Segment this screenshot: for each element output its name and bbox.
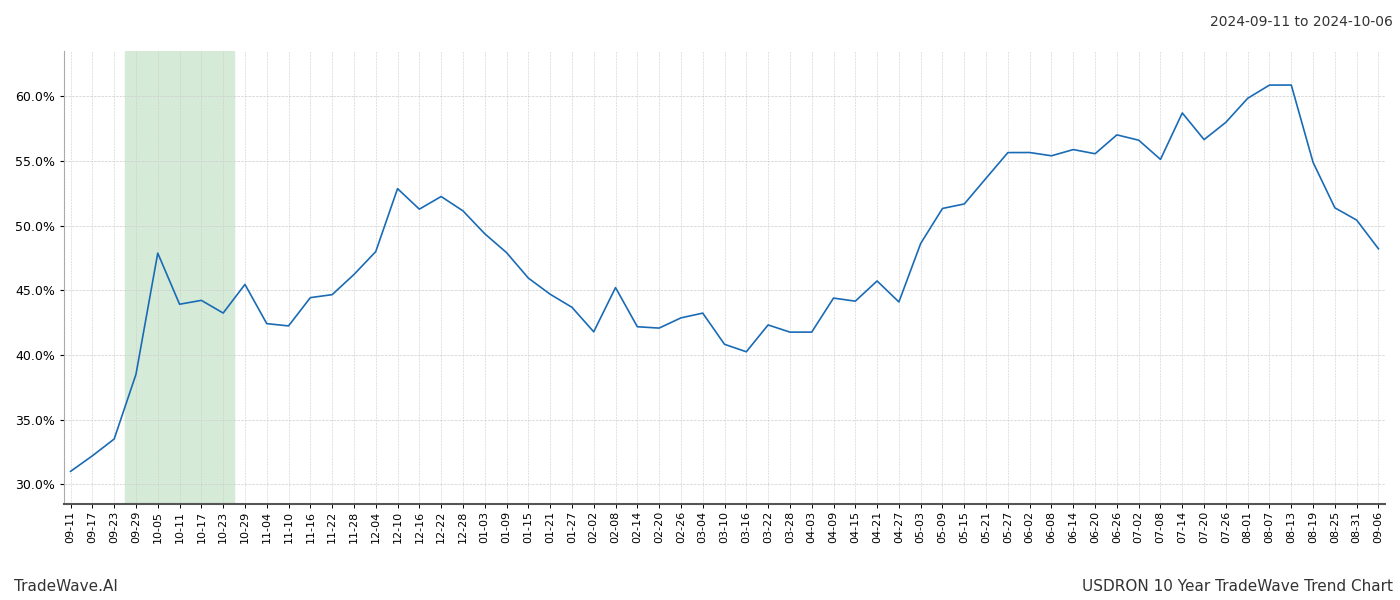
Text: USDRON 10 Year TradeWave Trend Chart: USDRON 10 Year TradeWave Trend Chart bbox=[1082, 579, 1393, 594]
Bar bbox=[125, 51, 234, 503]
Text: TradeWave.AI: TradeWave.AI bbox=[14, 579, 118, 594]
Text: 2024-09-11 to 2024-10-06: 2024-09-11 to 2024-10-06 bbox=[1210, 15, 1393, 29]
